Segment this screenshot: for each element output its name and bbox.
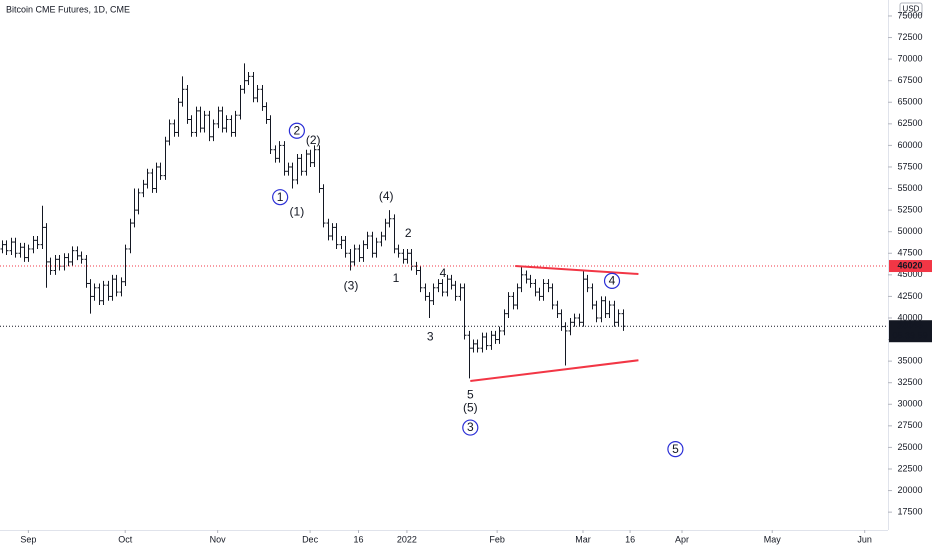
- y-tick-label: 50000: [897, 226, 922, 236]
- wave-label: 5: [467, 387, 474, 401]
- y-tick-label: 30000: [897, 399, 922, 409]
- x-tick-label: May: [764, 534, 782, 544]
- y-tick-label: 25000: [897, 442, 922, 452]
- y-tick-label: 70000: [897, 53, 922, 63]
- x-tick-label: Feb: [489, 534, 505, 544]
- y-tick-label: 32500: [897, 377, 922, 387]
- wave-label: 1: [393, 271, 400, 285]
- chart-title: Bitcoin CME Futures, 1D, CME: [6, 4, 130, 14]
- wave-circle: [272, 189, 289, 206]
- y-tick-label: 47500: [897, 248, 922, 258]
- y-tick-label: 17500: [897, 507, 922, 517]
- wave-label: (1): [290, 205, 305, 219]
- y-tick-label: 62500: [897, 118, 922, 128]
- y-tick-label: 55000: [897, 183, 922, 193]
- marks: [0, 63, 626, 379]
- y-tick-label: 27500: [897, 420, 922, 430]
- wave-label: 5: [672, 442, 679, 456]
- x-tick-label: 16: [625, 534, 635, 544]
- x-tick-label: Oct: [118, 534, 133, 544]
- wave-circle: [667, 441, 684, 458]
- countdown-label: 05:39:59: [892, 331, 927, 341]
- x-tick-label: 16: [353, 534, 363, 544]
- currency-badge: [899, 2, 923, 16]
- wave-label: (2): [306, 133, 321, 147]
- wave-label: 4: [440, 266, 447, 280]
- wave-label: 3: [467, 420, 474, 434]
- y-tick-label: 20000: [897, 485, 922, 495]
- y-tick-label: 75000: [897, 10, 922, 20]
- y-tick-label: 35000: [897, 356, 922, 366]
- wave-circle: [603, 272, 621, 289]
- wave-label: (5): [463, 400, 478, 414]
- y-tick-label: 72500: [897, 32, 922, 42]
- trendline: [470, 359, 639, 382]
- x-tick-label: Apr: [675, 534, 689, 544]
- wave-label: (4): [379, 189, 394, 203]
- x-tick-label: Jun: [857, 534, 872, 544]
- y-tick-label: 40000: [897, 312, 922, 322]
- wave-label: 2: [405, 226, 412, 240]
- x-tick-label: 2022: [397, 534, 417, 544]
- y-tick-label: 65000: [897, 97, 922, 107]
- y-tick-label: 42500: [897, 291, 922, 301]
- y-tick-label: 52500: [897, 204, 922, 214]
- wave-label: (3): [344, 279, 359, 293]
- x-tick-label: Mar: [575, 534, 591, 544]
- y-tick-label: 45000: [897, 269, 922, 279]
- x-tick-label: Sep: [20, 534, 36, 544]
- wave-circle: [462, 419, 479, 436]
- price-label: 46020: [897, 260, 922, 270]
- price-label-box: [889, 260, 932, 273]
- wave-label: 3: [427, 330, 434, 344]
- last-price-box: [889, 320, 932, 343]
- wave-label: 2: [294, 123, 301, 137]
- wave-label: 1: [277, 190, 284, 204]
- y-tick-label: 57500: [897, 161, 922, 171]
- y-tick-label: 60000: [897, 140, 922, 150]
- wave-circle: [288, 122, 305, 139]
- x-tick-label: Dec: [302, 534, 319, 544]
- currency-label: USD: [903, 5, 920, 14]
- wave-label: 4: [609, 274, 616, 288]
- trendline: [515, 265, 639, 275]
- y-tick-label: 22500: [897, 463, 922, 473]
- x-tick-label: Nov: [210, 534, 227, 544]
- last-price-label: 39045: [897, 321, 922, 331]
- y-tick-label: 67500: [897, 75, 922, 85]
